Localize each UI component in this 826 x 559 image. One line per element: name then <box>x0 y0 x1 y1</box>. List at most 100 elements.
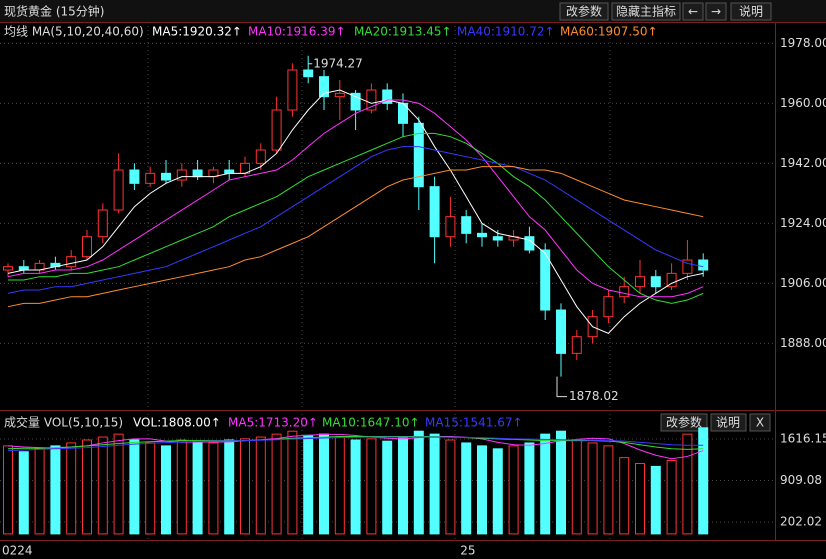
candle-body <box>255 149 266 164</box>
candle-body <box>113 169 124 211</box>
legend-entry: MA40:1910.72↑ <box>457 25 555 39</box>
legend-entry: MA5:1920.32↑ <box>152 25 242 39</box>
y-tick-label: 1942.00 <box>780 156 826 170</box>
volume-bar <box>271 433 282 535</box>
candle-body <box>3 266 13 271</box>
candle-body <box>303 69 314 78</box>
button-label[interactable]: 改参数 <box>666 415 702 430</box>
indicator-label: 均线 MA(5,10,20,40,60) <box>4 25 144 39</box>
volume-bar <box>556 430 566 535</box>
candle-body <box>366 89 377 111</box>
button[interactable]: X <box>749 413 771 432</box>
button[interactable]: 说明 <box>730 2 772 21</box>
chart-title: 现货黄金 (15分钟) <box>4 4 104 19</box>
indicator-label: 成交量 VOL(5,10,15) <box>4 415 123 430</box>
button[interactable]: → <box>705 2 727 21</box>
button-label[interactable]: 隐藏主指标 <box>616 4 676 19</box>
volume-bar <box>508 445 519 535</box>
y-tick-label: 1906.00 <box>780 276 826 290</box>
button-label[interactable]: X <box>756 416 764 430</box>
annotation: 1974.27 <box>313 56 363 70</box>
candle-body <box>271 109 282 151</box>
candle-body <box>461 216 472 234</box>
legend-entry: MA10:1647.10↑ <box>322 416 420 430</box>
candle-body <box>571 336 582 354</box>
volume-bar <box>524 442 535 535</box>
volume-bar <box>398 436 408 535</box>
volume-bar <box>571 439 582 535</box>
y-tick-label: 1978.00 <box>780 36 826 50</box>
volume-bar <box>635 462 645 535</box>
candle-body <box>603 296 614 318</box>
ma-line <box>7 89 704 334</box>
volume-bar <box>603 445 614 535</box>
volume-bar <box>240 438 250 535</box>
volume-bar <box>3 445 13 535</box>
y-tick-label: 1888.00 <box>780 336 826 350</box>
button-label[interactable]: 说明 <box>716 415 740 430</box>
volume-bar <box>429 433 440 535</box>
candle-body <box>334 92 345 98</box>
volume-bar <box>82 439 92 535</box>
volume-bar <box>319 433 329 535</box>
volume-bar <box>224 439 235 535</box>
button[interactable]: 改参数 <box>660 413 708 432</box>
volume-bar <box>287 430 298 535</box>
candle-body <box>540 249 551 311</box>
candle-body <box>382 89 393 104</box>
ma-line <box>8 132 704 304</box>
volume-bar <box>208 442 219 535</box>
volume-bar <box>350 439 361 535</box>
candle-body <box>192 169 203 178</box>
ma-line <box>7 99 704 298</box>
y-tick-label: 909.08 <box>780 473 822 487</box>
volume-bar <box>366 438 377 535</box>
button[interactable]: 改参数 <box>559 2 609 21</box>
legend-entry: MA10:1916.39↑ <box>248 25 346 39</box>
annotation-line <box>556 376 567 398</box>
button[interactable]: ← <box>682 2 704 21</box>
candle-body <box>161 172 171 181</box>
candle-body <box>413 122 424 188</box>
legend-entry: MA15:1541.67↑ <box>425 416 523 430</box>
button-label[interactable]: 说明 <box>739 4 763 19</box>
button[interactable]: 隐藏主指标 <box>611 2 681 21</box>
x-tick-label: 0224 <box>2 544 33 558</box>
button-label[interactable]: → <box>711 5 721 19</box>
candle-body <box>682 259 693 274</box>
candle-body <box>145 172 156 184</box>
volume-bar <box>145 442 156 535</box>
candle-body <box>524 236 535 251</box>
candle-body <box>319 76 329 98</box>
candle-body <box>97 209 108 238</box>
volume-bar <box>34 448 45 535</box>
volume-bar <box>129 439 140 535</box>
legend-entry: MA5:1713.20↑ <box>228 416 318 430</box>
volume-bar <box>161 445 171 535</box>
y-tick-label: 1960.00 <box>780 96 826 110</box>
candle-body <box>429 186 440 238</box>
button-label[interactable]: ← <box>688 5 698 19</box>
volume-bar <box>477 445 487 535</box>
legend-entry: VOL:1808.00↑ <box>133 416 221 430</box>
button-label[interactable]: 改参数 <box>566 4 602 19</box>
button[interactable]: 说明 <box>710 413 747 432</box>
candle-body <box>477 232 487 238</box>
candle-body <box>224 169 235 174</box>
volume-bar <box>540 433 551 535</box>
volume-bar <box>682 433 693 535</box>
legend-entry: MA60:1907.50↑ <box>560 25 658 39</box>
y-tick-label: 1616.15 <box>780 432 826 446</box>
volume-bar <box>445 439 456 535</box>
candle-body <box>445 216 456 238</box>
y-tick-label: 1924.00 <box>780 216 826 230</box>
candle-body <box>287 69 298 111</box>
volume-bar <box>413 430 424 535</box>
volume-bar <box>334 436 345 535</box>
volume-bar <box>587 442 598 535</box>
candle-body <box>66 256 77 268</box>
volume-bar <box>619 457 630 535</box>
volume-bar <box>192 440 203 535</box>
volume-bar <box>176 439 187 535</box>
